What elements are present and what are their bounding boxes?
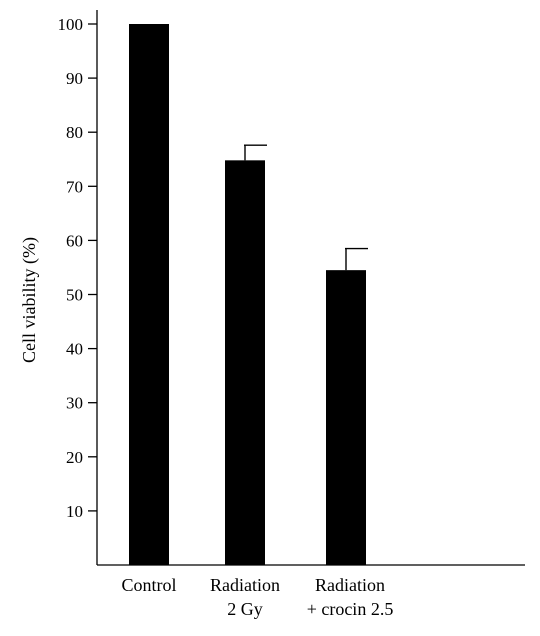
x-tick-label: Radiation [210,575,280,595]
y-tick-label: 80 [66,123,83,142]
bar [129,24,169,565]
y-tick-label: 40 [66,340,83,359]
error-bars [244,144,368,271]
bars [129,24,366,565]
bar [326,270,366,565]
y-tick-label: 70 [66,177,83,196]
y-tick-label: 20 [66,448,83,467]
x-tick-label: Radiation [315,575,385,595]
x-tick-label-line2: + crocin 2.5 [307,599,394,619]
y-tick-label: 60 [66,231,83,250]
y-axis-ticks: 10 20 30 40 50 60 70 80 90 100 [58,15,97,521]
y-axis-label: Cell viability (%) [19,237,40,363]
y-tick-label: 10 [66,502,83,521]
x-tick-label: Control [121,575,176,595]
bar [225,160,265,565]
y-tick-label: 30 [66,394,83,413]
x-tick-label-line2: 2 Gy [227,599,263,619]
y-tick-label: 50 [66,286,83,305]
x-axis-labels: Control Radiation 2 Gy Radiation + crocin 2.… [121,575,393,619]
y-tick-label: 90 [66,69,83,88]
y-tick-label: 100 [58,15,84,34]
